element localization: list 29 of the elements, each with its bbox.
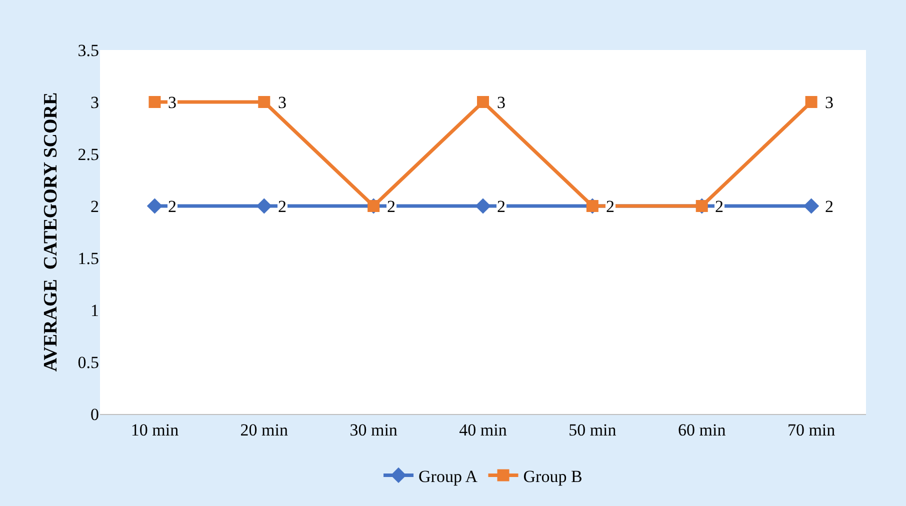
y-tick-label: 1 (90, 300, 99, 320)
x-tick-label: 10 min (130, 420, 180, 440)
data-label: 2 (715, 197, 724, 216)
y-tick-label: 0.5 (78, 352, 99, 372)
x-tick-label: 40 min (459, 420, 508, 440)
y-tick-label: 0 (90, 404, 99, 424)
x-tick-label: 30 min (350, 420, 398, 440)
data-label: 3 (278, 93, 286, 112)
data-label: 3 (497, 93, 506, 112)
data-label: 3 (168, 93, 176, 112)
y-axis-title: AVERAGE CATEGORY SCORE (40, 92, 62, 372)
data-label: 2 (387, 197, 396, 216)
x-tick-label: 70 min (787, 420, 836, 440)
data-label: 2 (278, 197, 286, 216)
y-tick-label: 1.5 (78, 248, 99, 268)
y-tick-label: 2.5 (78, 144, 99, 164)
data-label: 2 (168, 197, 176, 216)
data-label: 2 (825, 197, 834, 216)
y-tick-label: 3 (90, 92, 99, 112)
legend-label: Group A (418, 466, 478, 486)
x-tick-label: 60 min (678, 420, 726, 440)
data-label: 2 (497, 197, 506, 216)
legend-label: Group B (523, 466, 582, 486)
data-label: 3 (825, 93, 834, 112)
x-tick-label: 20 min (240, 420, 288, 440)
y-tick-label: 2 (90, 196, 99, 216)
y-tick-label: 3.5 (78, 40, 99, 60)
x-tick-label: 50 min (568, 420, 617, 440)
data-label: 2 (606, 197, 614, 216)
